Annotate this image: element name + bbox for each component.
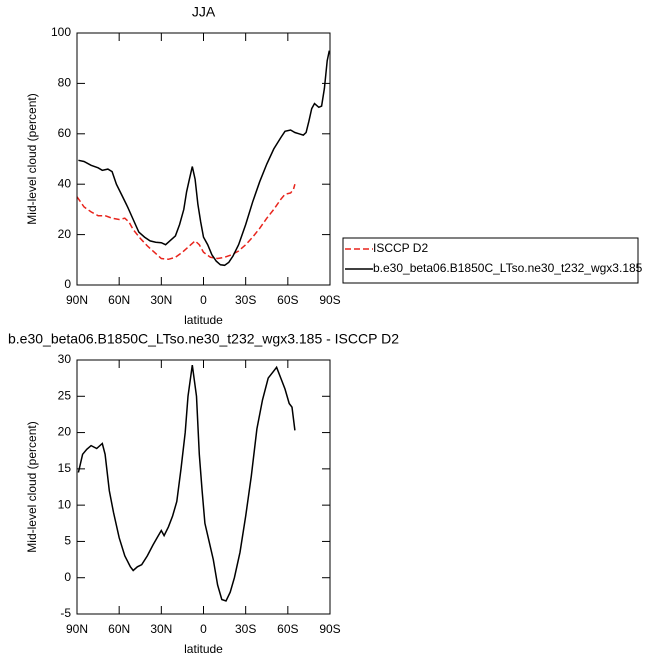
- series-line: [78, 50, 331, 267]
- x-tick-label: 30S: [235, 293, 256, 307]
- y-tick-label: 5: [64, 534, 71, 548]
- legend-label: b.e30_beta06.B1850C_LTso.ne30_t232_wgx3.…: [373, 261, 643, 275]
- x-tick-label: 60S: [277, 293, 298, 307]
- plot-frame: [76, 359, 331, 615]
- x-tick-label: 90N: [66, 622, 88, 636]
- chart-title: JJA: [192, 4, 216, 20]
- y-tick-label: 0: [64, 570, 71, 584]
- x-tick-label: 30S: [235, 622, 256, 636]
- plot-frame: [76, 32, 331, 286]
- x-tick-label: 90S: [319, 293, 340, 307]
- y-tick-label: 20: [58, 425, 72, 439]
- chart-title: b.e30_beta06.B1850C_LTso.ne30_t232_wgx3.…: [8, 331, 399, 347]
- x-tick-label: 0: [200, 293, 207, 307]
- x-tick-label: 30N: [150, 622, 172, 636]
- y-tick-label: 10: [58, 497, 72, 511]
- y-tick-label: 60: [58, 126, 72, 140]
- y-tick-label: 25: [58, 388, 72, 402]
- x-axis-label: latitude: [184, 313, 223, 327]
- x-tick-label: 60N: [108, 293, 130, 307]
- y-tick-label: 15: [58, 461, 72, 475]
- x-tick-label: 0: [200, 622, 207, 636]
- x-tick-label: 90N: [66, 293, 88, 307]
- series-line: [77, 364, 296, 602]
- x-axis-label: latitude: [184, 642, 223, 656]
- series-line: [76, 183, 296, 261]
- y-axis-label: Mid-level cloud (percent): [25, 93, 39, 224]
- x-tick-label: 90S: [319, 622, 340, 636]
- y-tick-label: 100: [51, 25, 71, 39]
- legend-box: [342, 237, 639, 284]
- x-tick-label: 60S: [277, 622, 298, 636]
- y-tick-label: 0: [64, 277, 71, 291]
- y-axis-label: Mid-level cloud (percent): [25, 421, 39, 552]
- y-tick-label: 20: [58, 227, 72, 241]
- x-tick-label: 30N: [150, 293, 172, 307]
- y-tick-label: 40: [58, 176, 72, 190]
- y-tick-label: 80: [58, 76, 72, 90]
- y-tick-label: -5: [60, 606, 71, 620]
- x-tick-label: 60N: [108, 622, 130, 636]
- y-tick-label: 30: [58, 352, 72, 366]
- legend-label: ISCCP D2: [373, 241, 428, 255]
